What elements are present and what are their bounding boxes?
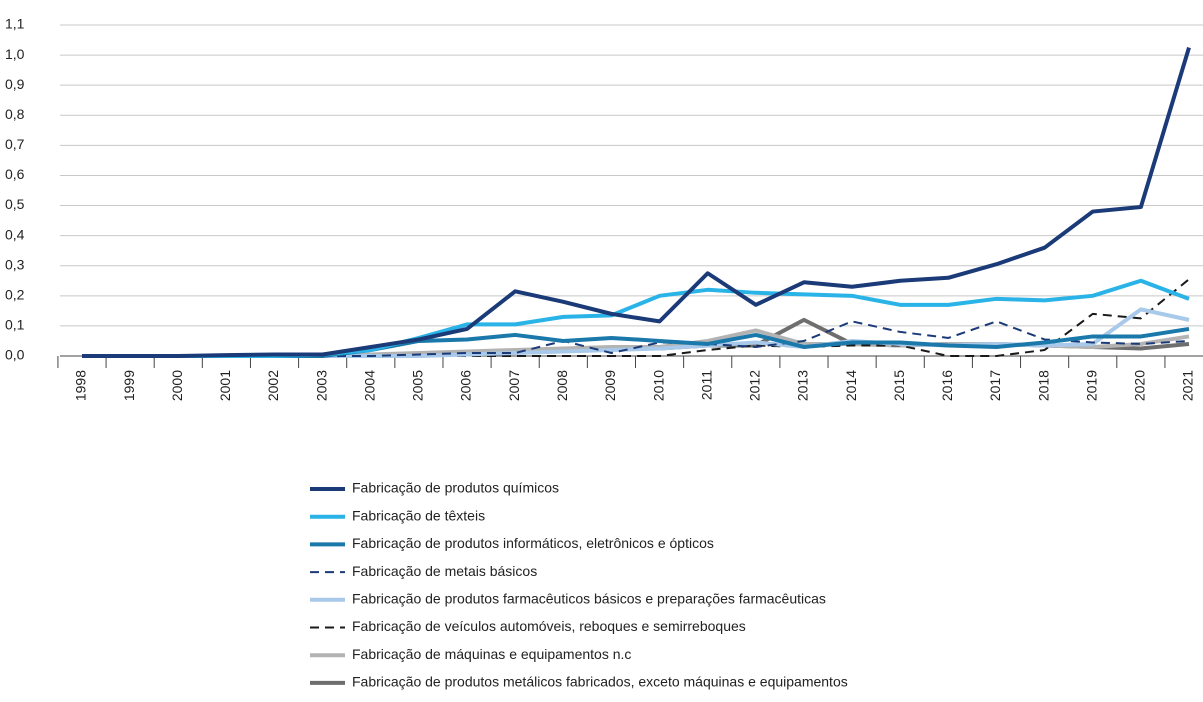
legend-label: Fabricação de metais básicos [352,563,537,579]
series-line [82,46,1191,358]
x-tick-label: 2012 [747,370,763,401]
y-tick-label: 0,7 [5,136,25,152]
x-tick-label: 2002 [265,370,281,401]
legend-label: Fabricação de produtos farmacêuticos bás… [352,591,826,607]
y-tick-label: 0,8 [5,106,25,122]
x-tick-label: 2005 [410,370,426,401]
x-tick-label: 1999 [121,370,137,401]
x-tick-label: 2009 [602,370,618,401]
x-tick-label: 2020 [1132,370,1148,401]
legend-label: Fabricação de veículos automóveis, reboq… [352,618,746,634]
y-tick-label: 0,9 [5,76,25,92]
x-tick-label: 2014 [843,370,859,401]
x-tick-label: 2015 [891,370,907,401]
x-tick-label: 2016 [939,370,955,401]
y-tick-label: 1,0 [5,46,25,62]
legend-label: Fabricação de têxteis [352,507,485,523]
y-tick-label: 1,1 [5,16,25,32]
x-tick-label: 2019 [1083,370,1099,401]
legend-label: Fabricação de produtos informáticos, ele… [352,535,714,551]
legend-label: Fabricação de produtos químicos [352,480,559,496]
x-tick-label: 2004 [361,370,377,401]
x-tick-label: 2018 [1035,370,1051,401]
x-tick-label: 2017 [987,370,1003,401]
x-tick-label: 2021 [1180,370,1196,401]
x-tick-label: 2003 [313,370,329,401]
x-tick-label: 2007 [506,370,522,401]
y-tick-label: 0,1 [5,317,25,333]
x-tick-label: 1998 [73,370,89,401]
x-tick-label: 2008 [554,370,570,401]
y-tick-label: 0,5 [5,196,25,212]
x-tick-label: 2010 [650,370,666,401]
y-tick-label: 0,2 [5,287,25,303]
x-tick-label: 2013 [795,370,811,401]
x-tick-label: 2011 [698,370,714,400]
x-tick-label: 2006 [458,370,474,401]
y-tick-label: 0,6 [5,166,25,182]
legend-label: Fabricação de máquinas e equipamentos n.… [352,646,631,662]
y-tick-label: 0,3 [5,256,25,272]
series-line [82,326,1190,358]
legend-label: Fabricação de produtos metálicos fabrica… [352,674,848,690]
x-tick-label: 2000 [169,370,185,401]
y-tick-label: 0,0 [5,347,25,363]
y-tick-label: 0,4 [5,226,25,242]
x-tick-label: 2001 [217,370,233,401]
